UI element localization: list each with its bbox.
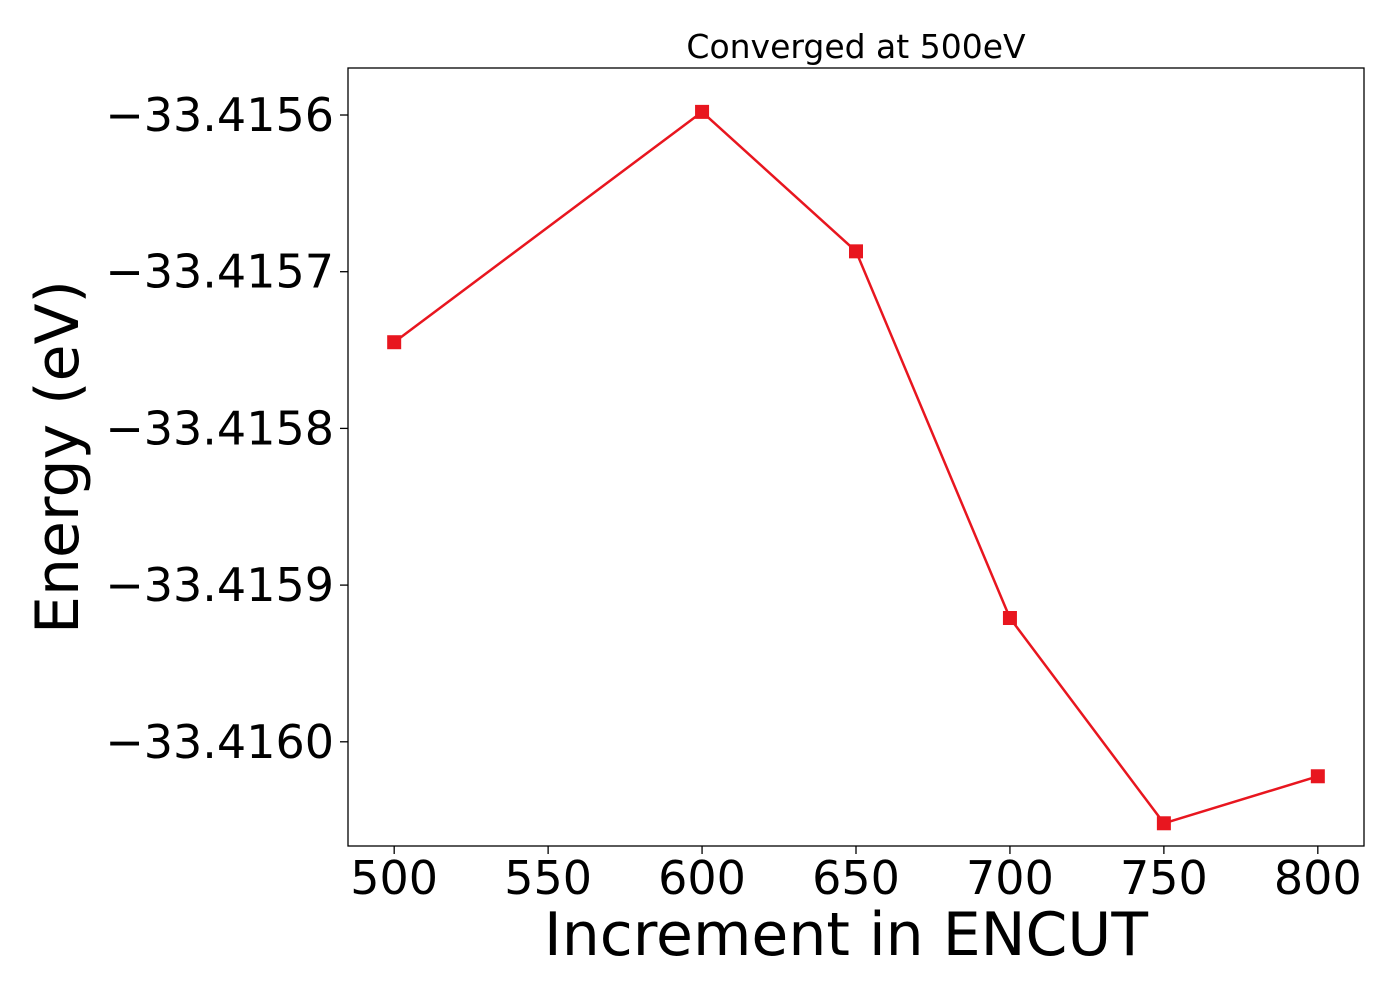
x-tick-label: 700	[966, 851, 1054, 905]
x-tick-label: 500	[350, 851, 438, 905]
data-point-marker	[849, 244, 863, 259]
x-axis-title: Increment in ENCUT	[544, 900, 1148, 970]
y-tick-label: −33.4160	[105, 715, 334, 769]
x-tick-label: 750	[1120, 851, 1208, 905]
x-tick-label: 800	[1274, 851, 1362, 905]
series-line	[393, 110, 1319, 825]
y-tick-label: −33.4157	[105, 245, 334, 299]
data-point-marker	[387, 335, 402, 350]
x-axis-ticks: 500 550 600 650 700 750 800	[350, 846, 1362, 905]
data-point-marker	[1310, 769, 1325, 784]
y-axis-title: Energy (eV)	[23, 280, 93, 634]
x-tick-label: 650	[812, 851, 900, 905]
x-tick-label: 600	[658, 851, 746, 905]
x-tick-label: 550	[504, 851, 592, 905]
data-point-marker	[1002, 611, 1017, 626]
chart-title: Converged at 500eV	[686, 27, 1026, 66]
y-tick-label: −33.4156	[105, 88, 334, 142]
series-markers	[387, 104, 1325, 831]
y-tick-label: −33.4159	[105, 558, 334, 612]
y-tick-label: −33.4158	[105, 401, 334, 455]
data-point-marker	[1156, 816, 1171, 831]
y-axis-ticks: −33.4156 −33.4157 −33.4158 −33.4159 −33.4160	[105, 88, 348, 769]
data-point-marker	[695, 104, 710, 119]
plot-area-frame	[347, 67, 1365, 847]
